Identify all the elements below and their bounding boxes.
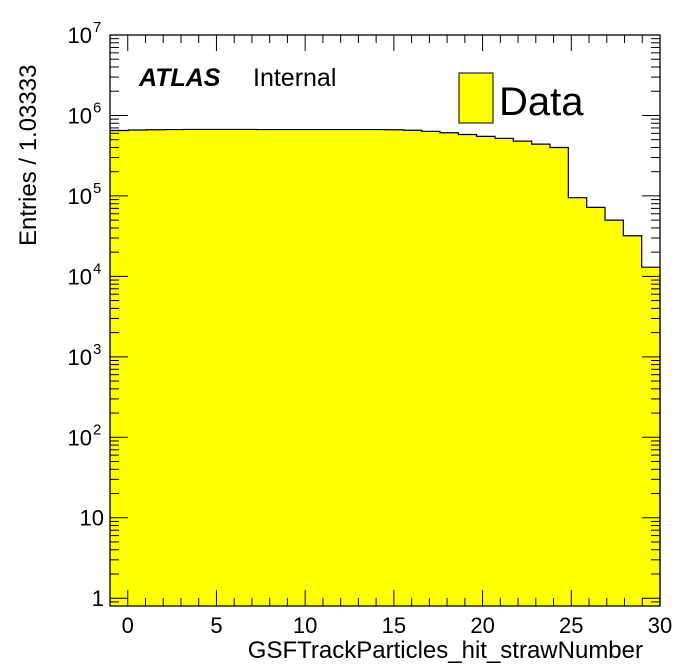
y-tick-label: 10 xyxy=(68,103,92,128)
y-tick-exponent: 6 xyxy=(93,99,101,116)
axis-ticks xyxy=(109,34,661,607)
histogram-bar xyxy=(311,129,331,606)
x-axis-title: GSFTrackParticles_hit_strawNumber xyxy=(248,637,643,664)
y-tick-label: 10 xyxy=(68,184,92,209)
histogram-bar xyxy=(604,220,624,606)
histogram-bar xyxy=(219,129,239,606)
x-tick-label: 5 xyxy=(210,613,222,638)
y-tick-label: 10 xyxy=(68,345,92,370)
histogram-bar xyxy=(494,138,514,606)
internal-label: Internal xyxy=(253,64,336,92)
histogram-bar xyxy=(146,129,166,606)
histogram-bar xyxy=(329,129,349,606)
histogram-bars xyxy=(110,129,661,607)
histogram-bar xyxy=(164,129,184,606)
x-tick-label: 30 xyxy=(648,613,672,638)
histogram-bar xyxy=(256,129,276,606)
histogram-bar xyxy=(348,129,368,606)
legend-swatch xyxy=(458,72,494,124)
histogram-bar xyxy=(513,141,533,606)
legend-label: Data xyxy=(499,80,584,124)
x-tick-label: 10 xyxy=(293,613,317,638)
histogram-bar xyxy=(238,129,258,606)
histogram-bar xyxy=(403,130,423,607)
histogram-bar xyxy=(586,207,606,606)
histogram-bar xyxy=(183,129,203,606)
histogram-bar xyxy=(568,197,588,607)
histogram-bar xyxy=(293,129,313,606)
y-tick-label: 10 xyxy=(68,425,92,450)
histogram-bar xyxy=(384,129,404,606)
y-tick-exponent: 7 xyxy=(93,19,101,36)
x-tick-label: 25 xyxy=(559,613,583,638)
y-tick-label: 10 xyxy=(68,23,92,48)
y-axis-title: Entries / 1.03333 xyxy=(15,65,42,246)
y-tick-exponent: 2 xyxy=(93,421,101,438)
histogram-bar xyxy=(458,134,478,606)
histogram-outline xyxy=(110,128,661,606)
histogram-bar xyxy=(439,132,459,607)
y-tick-exponent: 4 xyxy=(93,260,101,277)
x-tick-label: 15 xyxy=(382,613,406,638)
x-tick-label: 0 xyxy=(122,613,134,638)
y-tick-label: 10 xyxy=(80,506,104,531)
histogram-bar xyxy=(531,144,551,606)
y-tick-label: 1 xyxy=(92,586,104,611)
histogram-bar xyxy=(366,129,386,606)
histogram-bar xyxy=(549,147,569,606)
y-tick-label: 10 xyxy=(68,264,92,289)
histogram-bar xyxy=(128,129,148,606)
histogram-bar xyxy=(623,235,643,606)
atlas-label: ATLAS xyxy=(138,64,221,92)
histogram-bar xyxy=(476,136,496,606)
histogram-bar xyxy=(421,131,441,606)
histogram-bar xyxy=(110,130,129,607)
histogram-bar xyxy=(201,129,221,606)
y-tick-exponent: 3 xyxy=(93,341,101,358)
x-tick-label: 20 xyxy=(470,613,494,638)
histogram-bar xyxy=(274,129,294,606)
plot-frame xyxy=(109,34,661,607)
x-tick-labels: 0 5 10 15 20 25 30 xyxy=(122,613,673,638)
y-tick-exponent: 5 xyxy=(93,180,101,197)
